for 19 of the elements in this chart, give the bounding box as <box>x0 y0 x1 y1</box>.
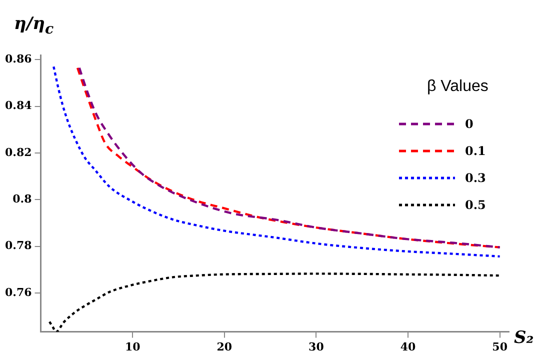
legend-label: 0.5 <box>465 198 486 212</box>
y-tick-label: 0.86 <box>4 52 32 66</box>
x-tick-label: 40 <box>400 340 416 354</box>
y-tick-label: 0.84 <box>4 99 32 112</box>
legend-label: 0.3 <box>465 170 486 184</box>
legend-title: β Values <box>427 78 488 96</box>
y-tick-label: 0.82 <box>4 146 32 159</box>
x-tick-label: 30 <box>308 340 324 354</box>
y-axis-title: η/η$_{c}$ <box>14 14 54 38</box>
line-series <box>48 272 501 332</box>
legend-label: 0 <box>465 116 474 130</box>
y-tick-label: 0.8 <box>12 192 32 206</box>
x-tick-label: 50 <box>492 340 508 354</box>
x-tick-label: 10 <box>124 340 141 354</box>
x-tick-label: 20 <box>216 340 232 354</box>
legend-label: 0.1 <box>465 144 486 158</box>
x-axis-title: S₂ <box>514 328 534 348</box>
y-tick-label: 0.78 <box>4 239 32 252</box>
y-tick-label: 0.76 <box>4 286 32 299</box>
